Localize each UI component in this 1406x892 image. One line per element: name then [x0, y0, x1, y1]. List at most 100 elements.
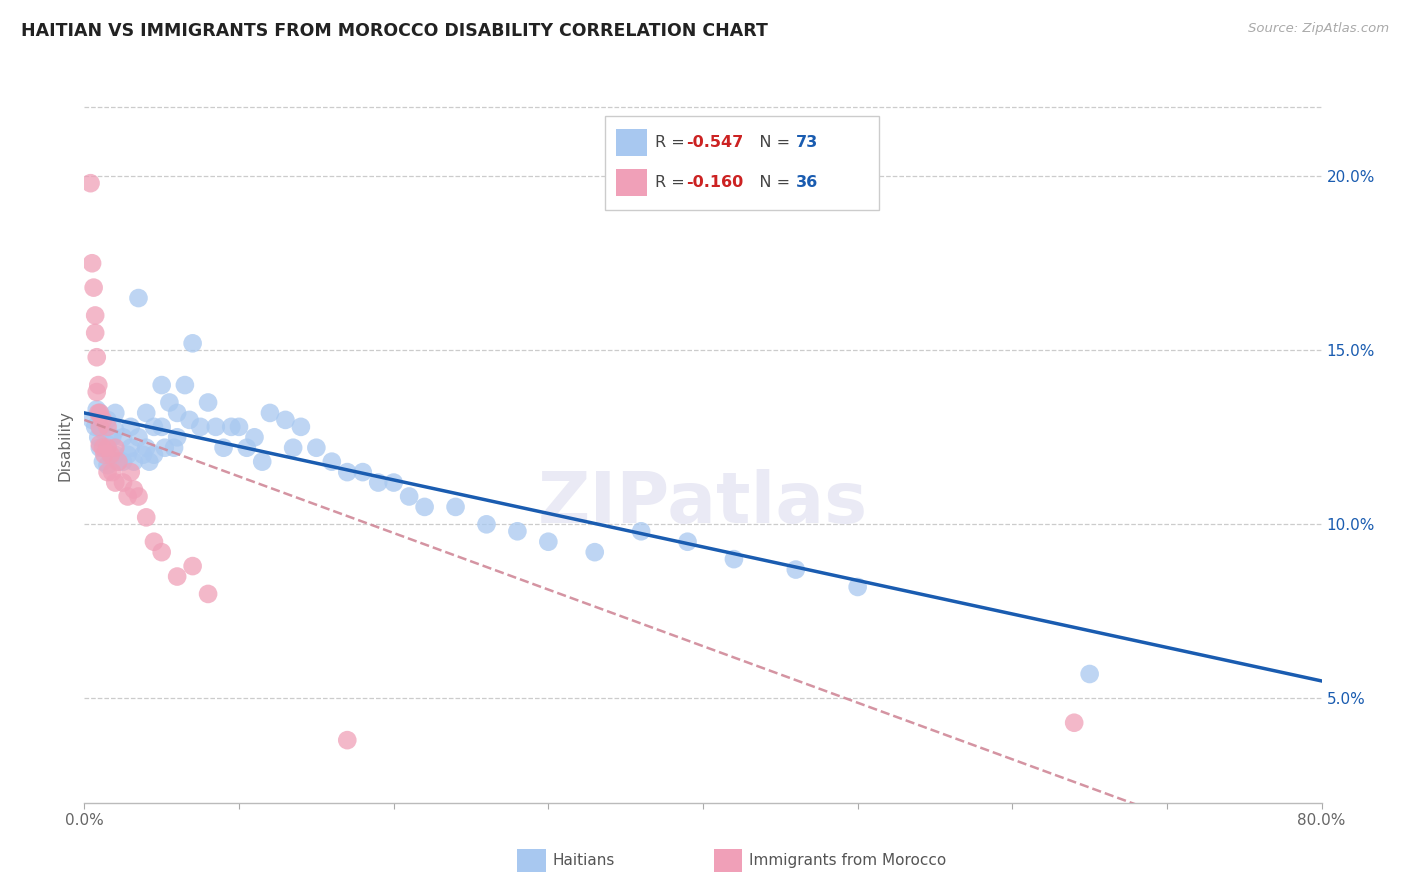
Point	[97, 465, 120, 479]
Point	[1063, 715, 1085, 730]
Point	[413, 500, 436, 514]
Point	[166, 406, 188, 420]
Text: HAITIAN VS IMMIGRANTS FROM MOROCCO DISABILITY CORRELATION CHART: HAITIAN VS IMMIGRANTS FROM MOROCCO DISAB…	[21, 22, 768, 40]
Point	[107, 455, 129, 469]
Point	[97, 420, 120, 434]
Point	[150, 420, 173, 434]
Point	[86, 402, 108, 417]
Point	[398, 490, 420, 504]
Point	[212, 441, 235, 455]
Point	[1078, 667, 1101, 681]
Point	[166, 430, 188, 444]
Point	[506, 524, 529, 539]
Point	[290, 420, 312, 434]
Point	[120, 420, 142, 434]
Point	[86, 350, 108, 364]
Point	[252, 455, 274, 469]
Point	[87, 430, 110, 444]
Point	[150, 378, 173, 392]
Point	[97, 437, 120, 451]
Text: -0.160: -0.160	[686, 176, 744, 190]
Point	[83, 280, 105, 294]
Point	[159, 395, 181, 409]
Point	[153, 441, 176, 455]
Point	[122, 483, 145, 497]
Point	[101, 465, 124, 479]
Point	[97, 458, 120, 472]
Point	[97, 441, 120, 455]
Point	[138, 455, 160, 469]
Point	[676, 534, 699, 549]
Point	[537, 534, 560, 549]
Point	[101, 430, 124, 444]
Text: R =: R =	[655, 176, 690, 190]
Point	[120, 441, 142, 455]
Point	[87, 406, 110, 420]
Point	[89, 406, 111, 420]
Point	[135, 441, 157, 455]
Point	[150, 545, 173, 559]
Point	[112, 430, 135, 444]
Point	[104, 441, 127, 455]
Point	[104, 406, 127, 420]
Point	[197, 587, 219, 601]
Text: 73: 73	[796, 136, 818, 150]
Text: Haitians: Haitians	[553, 854, 614, 868]
Point	[243, 430, 266, 444]
Text: -0.547: -0.547	[686, 136, 744, 150]
Point	[117, 448, 139, 462]
Point	[163, 441, 186, 455]
Point	[91, 455, 114, 469]
Point	[236, 441, 259, 455]
Point	[79, 176, 101, 190]
Point	[197, 395, 219, 409]
Point	[82, 256, 104, 270]
Text: Source: ZipAtlas.com: Source: ZipAtlas.com	[1249, 22, 1389, 36]
Point	[93, 448, 115, 462]
Point	[89, 437, 111, 451]
Point	[444, 500, 467, 514]
Text: ZIPatlas: ZIPatlas	[538, 468, 868, 538]
Point	[723, 552, 745, 566]
Point	[135, 510, 157, 524]
Point	[181, 559, 204, 574]
Point	[221, 420, 243, 434]
Point	[120, 465, 142, 479]
Point	[82, 413, 104, 427]
Point	[143, 420, 166, 434]
Point	[228, 420, 250, 434]
Point	[89, 441, 111, 455]
Point	[91, 423, 114, 437]
Point	[89, 420, 111, 434]
Point	[188, 420, 212, 434]
Point	[84, 420, 107, 434]
Point	[630, 524, 652, 539]
Point	[336, 465, 359, 479]
Point	[179, 413, 201, 427]
Point	[846, 580, 869, 594]
Point	[107, 455, 129, 469]
Point	[336, 733, 359, 747]
Point	[283, 441, 305, 455]
Text: N =: N =	[744, 176, 794, 190]
Point	[104, 475, 127, 490]
Point	[122, 455, 145, 469]
Point	[259, 406, 281, 420]
Point	[89, 420, 111, 434]
Point	[367, 475, 389, 490]
Point	[352, 465, 374, 479]
Point	[117, 490, 139, 504]
Point	[274, 413, 297, 427]
Point	[86, 385, 108, 400]
Point	[100, 448, 122, 462]
Point	[104, 423, 127, 437]
Point	[87, 378, 110, 392]
Point	[174, 378, 197, 392]
Point	[205, 420, 228, 434]
Point	[785, 563, 807, 577]
Point	[128, 291, 150, 305]
Point	[305, 441, 328, 455]
Point	[128, 430, 150, 444]
Point	[104, 448, 127, 462]
Point	[89, 406, 111, 420]
